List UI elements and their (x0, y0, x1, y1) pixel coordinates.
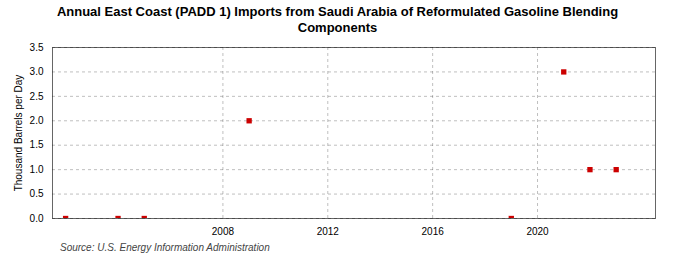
svg-text:0.0: 0.0 (30, 213, 44, 224)
svg-text:1.5: 1.5 (30, 140, 44, 151)
svg-text:3.5: 3.5 (30, 42, 44, 53)
svg-text:3.0: 3.0 (30, 66, 44, 77)
svg-text:2.0: 2.0 (30, 115, 44, 126)
svg-text:1.0: 1.0 (30, 164, 44, 175)
svg-text:Thousand Barrels per Day: Thousand Barrels per Day (13, 75, 24, 192)
html-text:Source: U.S. Energy Informatio: Source: U.S. Energy Information Administ… (60, 242, 270, 254)
svg-text:2008: 2008 (212, 226, 235, 237)
svg-text:2012: 2012 (317, 226, 340, 237)
svg-text:2016: 2016 (422, 226, 445, 237)
svg-text:2020: 2020 (526, 226, 549, 237)
html-text:Annual East Coast (PADD 1) Imp: Annual East Coast (PADD 1) Imports from … (56, 4, 619, 35)
svg-text:2.5: 2.5 (30, 91, 44, 102)
svg-text:0.5: 0.5 (30, 188, 44, 199)
